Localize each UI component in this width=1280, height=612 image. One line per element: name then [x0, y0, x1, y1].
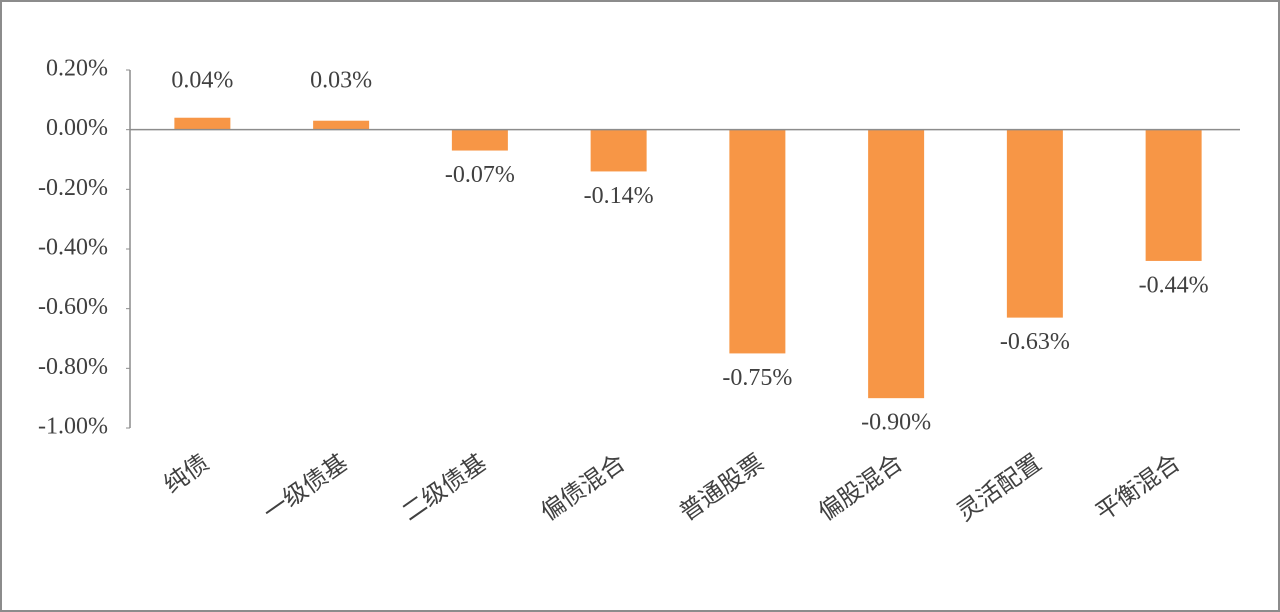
y-tick-label: -0.80% — [38, 354, 108, 380]
bar — [729, 129, 786, 354]
data-label: -0.07% — [445, 162, 515, 188]
bar — [313, 120, 370, 130]
bar — [174, 117, 231, 130]
data-label: 0.03% — [310, 68, 372, 94]
y-tick-label: 0.00% — [46, 115, 108, 141]
bar — [868, 129, 925, 399]
data-label: -0.90% — [861, 410, 931, 436]
y-tick-label: -1.00% — [38, 414, 108, 440]
y-tick-label: 0.20% — [46, 56, 108, 82]
bar — [590, 129, 647, 172]
data-label: 0.04% — [171, 68, 233, 94]
data-label: -0.14% — [584, 183, 654, 209]
y-tick-label: -0.20% — [38, 175, 108, 201]
y-tick-label: -0.60% — [38, 294, 108, 320]
y-tick-label: -0.40% — [38, 235, 108, 261]
data-label: -0.63% — [1000, 329, 1070, 355]
data-label: -0.75% — [722, 365, 792, 391]
bar — [451, 129, 508, 151]
bar — [1006, 129, 1063, 318]
data-label: -0.44% — [1139, 272, 1209, 298]
bar — [1145, 129, 1202, 261]
